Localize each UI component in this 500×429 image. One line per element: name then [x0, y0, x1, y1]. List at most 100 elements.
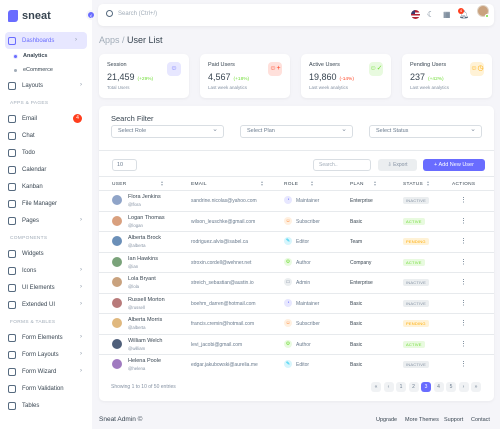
more-actions-icon[interactable]: ⋮ — [460, 217, 467, 225]
form-elements-icon — [8, 333, 16, 342]
column-header-status[interactable]: STATUS — [403, 182, 424, 187]
column-header-user[interactable]: USER — [112, 182, 127, 187]
user-name[interactable]: Flora Jenkins — [128, 194, 161, 200]
stat-card-paid-users: Paid Users 4,567 (+18%) Last week analytics… — [200, 54, 290, 98]
chat-icon — [8, 131, 16, 140]
more-actions-icon[interactable]: ⋮ — [460, 279, 467, 286]
user-name[interactable]: William Welch — [128, 337, 163, 344]
more-actions-icon[interactable]: ⋮ — [460, 238, 467, 245]
page-button-2[interactable]: 2 — [408, 382, 419, 392]
global-search-input[interactable]: Search (Ctrl+/) — [118, 11, 158, 17]
sneat-logo-icon — [8, 10, 18, 22]
status-badge: INACTIVE — [403, 279, 430, 286]
avatar — [112, 338, 122, 349]
footer-link-support[interactable]: Support — [444, 417, 464, 423]
user-name[interactable]: Lola Bryant — [128, 276, 156, 282]
select-plan-dropdown[interactable]: Select Plan — [240, 124, 353, 138]
sidebar-item-form-layouts[interactable]: Form Layouts › — [0, 346, 92, 363]
page-button-5[interactable]: 5 — [446, 382, 456, 392]
page-size-select[interactable]: 10 — [112, 159, 137, 171]
sidebar: sneat Dashboards › Analytics eCommerce Layou… — [0, 0, 92, 429]
add-new-user-button[interactable]: + Add New User — [423, 159, 485, 171]
sort-icon[interactable]: ▴ ▾ — [311, 179, 314, 187]
page-button-3[interactable]: 3 — [421, 382, 431, 392]
table-search-input[interactable]: Search.. — [313, 159, 371, 171]
sort-icon[interactable]: ▴ ▾ — [427, 179, 430, 187]
footer-brand-name[interactable]: Sneat Admin — [99, 416, 136, 423]
sidebar-item-dashboards[interactable]: Dashboards › — [5, 32, 87, 49]
user-name[interactable]: Alberta Brock — [128, 235, 162, 241]
sidebar-item-email[interactable]: Email 4 — [0, 110, 92, 127]
export-label: Export — [393, 162, 408, 168]
column-header-actions: ACTIONS — [452, 182, 476, 187]
user-name[interactable]: Alberta Morris — [128, 317, 163, 323]
sidebar-item-ui-elements[interactable]: UI Elements › — [0, 279, 92, 296]
footer-link-contact[interactable]: Contact — [471, 417, 490, 423]
more-actions-icon[interactable]: ⋮ — [460, 320, 467, 327]
footer-link-upgrade[interactable]: Upgrade — [376, 417, 398, 423]
language-flag-icon[interactable] — [411, 10, 420, 19]
column-header-plan[interactable]: PLAN — [350, 182, 364, 187]
user-name[interactable]: Logan Thomas — [128, 214, 165, 221]
sidebar-item-icons[interactable]: Icons › — [0, 262, 92, 279]
sidebar-item-form-wizard[interactable]: Form Wizard › — [0, 363, 92, 380]
shortcuts-grid-icon[interactable]: ▦ — [443, 10, 451, 19]
page-button-next[interactable]: › — [458, 382, 469, 392]
page-button-4[interactable]: 4 — [433, 382, 444, 392]
sidebar-item-form-validation[interactable]: Form Validation — [0, 380, 92, 397]
page-button-prev[interactable]: ‹ — [383, 382, 394, 392]
collapse-menu-button[interactable]: ‹ — [86, 10, 96, 20]
sidebar-item-todo[interactable]: Todo — [0, 144, 92, 161]
sidebar-subitem-ecommerce[interactable]: eCommerce — [0, 63, 92, 77]
brand[interactable]: sneat — [0, 0, 92, 32]
table-row: Helena Poole @helena edgar.jakubowski@aure… — [99, 354, 494, 374]
user-role: Editor — [296, 239, 310, 245]
select-role-dropdown[interactable]: Select Role — [111, 124, 224, 138]
page-button-first[interactable]: « — [371, 382, 381, 392]
more-actions-icon[interactable]: ⋮ — [460, 361, 467, 368]
stat-change: (+18%) — [233, 77, 250, 82]
sidebar-subitem-analytics[interactable]: Analytics — [0, 49, 92, 63]
user-name[interactable]: Ian Hawkins — [128, 255, 158, 262]
sidebar-item-chat[interactable]: Chat — [0, 127, 92, 144]
stat-title: Session — [107, 62, 127, 68]
search-icon[interactable] — [106, 10, 113, 17]
sidebar-item-calendar[interactable]: Calendar — [0, 161, 92, 178]
sort-icon[interactable]: ▴ ▾ — [374, 179, 377, 187]
sidebar-section-forms-tables: FORMS & TABLES — [10, 320, 56, 325]
stat-subtitle: Last week analytics — [410, 85, 450, 90]
footer-link-more-themes[interactable]: More Themes — [405, 417, 439, 423]
footer-brand: Sneat Admin © — [99, 416, 142, 423]
sidebar-item-layouts[interactable]: Layouts › — [0, 77, 92, 94]
column-header-email[interactable]: EMAIL — [191, 182, 207, 187]
select-status-dropdown[interactable]: Select Status — [369, 124, 482, 138]
more-actions-icon[interactable]: ⋮ — [460, 299, 467, 307]
more-actions-icon[interactable]: ⋮ — [460, 258, 467, 266]
sidebar-item-file-manager[interactable]: File Manager — [0, 195, 92, 212]
more-actions-icon[interactable]: ⋮ — [460, 197, 467, 204]
username: @alberta — [128, 325, 146, 330]
sidebar-item-pages[interactable]: Pages › — [0, 212, 92, 229]
page-button-1[interactable]: 1 — [396, 382, 406, 392]
notification-bell-icon[interactable]: 🔔︎ — [459, 10, 470, 19]
stat-subtitle: Total Users — [107, 85, 130, 90]
breadcrumb-parent[interactable]: Apps / — [99, 35, 125, 45]
user-plan: Team — [350, 239, 363, 245]
sidebar-item-form-elements[interactable]: Form Elements › — [0, 329, 92, 346]
page-button-last[interactable]: » — [471, 382, 481, 392]
sort-icon[interactable]: ▴ ▾ — [161, 179, 164, 187]
sidebar-item-extended-ui[interactable]: Extended UI › — [0, 296, 92, 313]
export-button[interactable]: ⇩ Export — [378, 159, 417, 171]
todo-icon — [8, 148, 16, 157]
user-name[interactable]: Helena Poole — [128, 358, 162, 364]
sidebar-section-components: COMPONENTS — [10, 236, 48, 241]
sidebar-item-widgets[interactable]: Widgets — [0, 245, 92, 262]
more-actions-icon[interactable]: ⋮ — [460, 340, 467, 348]
theme-toggle-icon[interactable]: ☾ — [427, 10, 435, 19]
user-plan: Basic — [350, 300, 363, 307]
column-header-role[interactable]: ROLE — [284, 182, 299, 187]
user-name[interactable]: Russell Morton — [128, 296, 165, 303]
sidebar-item-kanban[interactable]: Kanban — [0, 178, 92, 195]
sidebar-item-tables[interactable]: Tables — [0, 397, 92, 414]
sort-icon[interactable]: ▴ ▾ — [261, 179, 264, 187]
